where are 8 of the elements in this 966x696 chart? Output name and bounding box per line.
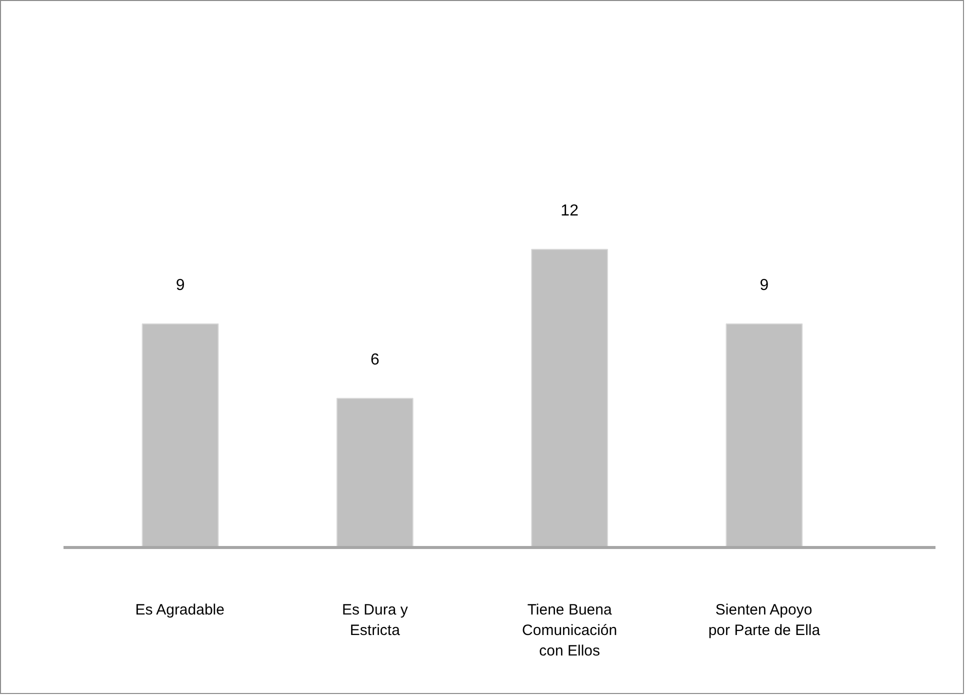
data-label: 12 xyxy=(560,202,579,220)
x-tick-label: Es Dura y Estricta xyxy=(342,602,408,639)
x-tick-label: Sienten Apoyo por Parte de Ella xyxy=(708,602,821,639)
x-tick-label: Tiene Buena Comunicación con Ellos xyxy=(522,602,618,660)
data-label: 9 xyxy=(760,276,769,294)
data-label: 9 xyxy=(176,276,185,294)
x-tick-label: Es Agradable xyxy=(135,602,224,618)
data-label: 6 xyxy=(370,351,380,368)
